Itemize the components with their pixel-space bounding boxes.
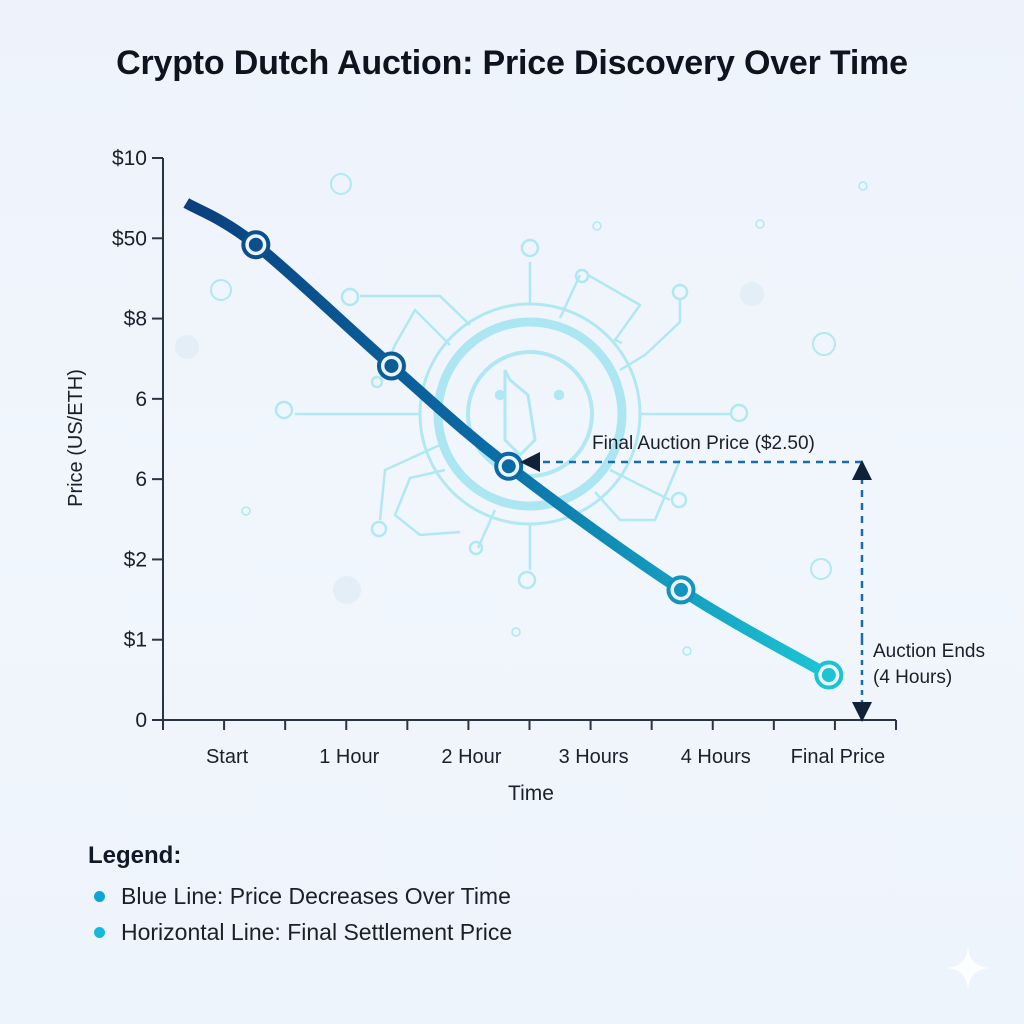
legend-item-label: Blue Line: Price Decreases Over Time: [121, 882, 511, 909]
y-tick-label: 6: [135, 468, 147, 491]
legend-bullet-icon: [94, 926, 105, 938]
x-axis-label: Time: [508, 782, 554, 805]
circuit-decoration: [175, 173, 868, 656]
legend-item-label: Horizontal Line: Final Settlement Price: [121, 918, 513, 945]
y-axis-label: Price (US/ETH): [65, 369, 87, 507]
x-tick-label: 2 Hour: [441, 746, 501, 768]
legend-bullet-icon: [94, 890, 105, 902]
data-point-center: [673, 582, 688, 597]
legend-title: Legend:: [88, 842, 182, 869]
data-point-center: [501, 459, 516, 474]
data-point-center: [821, 668, 836, 683]
y-tick-label: $8: [124, 308, 147, 331]
x-tick-label: 4 Hours: [681, 746, 751, 768]
x-tick-label: Final Price: [791, 746, 885, 768]
legend-item: Blue Line: Price Decreases Over Time: [88, 878, 512, 914]
y-tick-label: $1: [124, 629, 147, 652]
x-tick-label: 1 Hour: [319, 746, 379, 768]
y-tick-label: $10: [112, 147, 147, 170]
y-tick-label: $50: [112, 227, 147, 250]
y-tick-label: 6: [135, 388, 147, 411]
annotations: Final Auction Price ($2.50) Auction Ends…: [520, 433, 985, 722]
x-tick-label: Start: [206, 746, 249, 768]
data-point-center: [384, 358, 399, 373]
final-auction-price-label: Final Auction Price ($2.50): [592, 433, 815, 454]
axes: [155, 158, 896, 728]
data-point-center: [248, 237, 263, 252]
y-tick-label: 0: [135, 709, 147, 732]
y-axis-ticks: 0 $1 $2 6 6 $8 $50 $10: [112, 147, 163, 732]
y-tick-label: $2: [124, 548, 147, 571]
legend: Legend: Blue Line: Price Decreases Over …: [88, 842, 512, 950]
x-axis-ticks: Start 1 Hour 2 Hour 3 Hours 4 Hours Final Pri…: [162, 720, 897, 768]
x-tick-label: 3 Hours: [559, 746, 629, 768]
chart-title: Crypto Dutch Auction: Price Discovery Ov…: [116, 44, 908, 82]
auction-ends-label-line1: Auction Ends: [873, 641, 985, 662]
auction-ends-label-line2: (4 Hours): [873, 667, 952, 688]
sparkle-icon: [947, 947, 989, 989]
legend-item: Horizontal Line: Final Settlement Price: [88, 914, 512, 950]
